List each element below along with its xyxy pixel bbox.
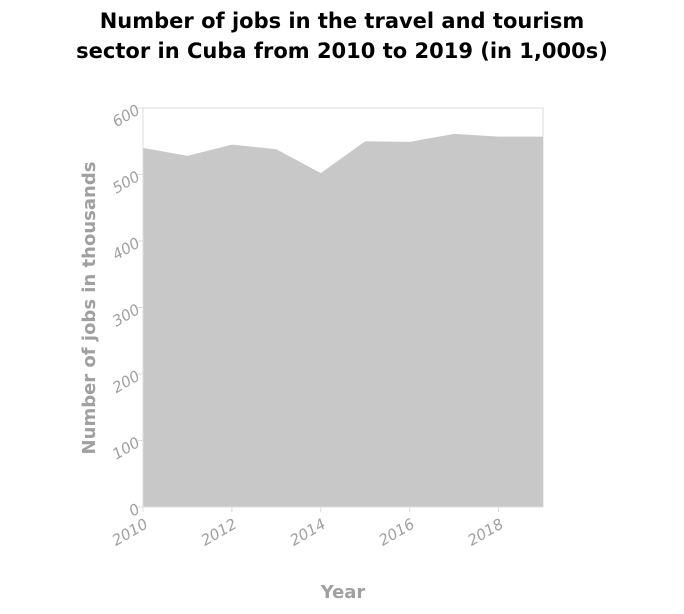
x-tick-label-2016: 2016 (376, 515, 418, 550)
y-tick-label-200: 200 (109, 367, 143, 397)
x-axis-title: Year (320, 582, 366, 603)
x-tick-label-2010: 2010 (109, 515, 151, 550)
x-tick-label-2012: 2012 (198, 515, 240, 550)
plot-area (142, 107, 544, 508)
y-tick-label-600: 600 (109, 101, 143, 131)
y-axis-title: Number of jobs in thousands (79, 162, 100, 455)
x-axis-ticks: 2010 2012 2014 2016 2018 (109, 507, 507, 550)
chart-title-line-1: Number of jobs in the travel and tourism (99, 9, 585, 33)
y-tick-label-300: 300 (109, 300, 143, 330)
y-tick-label-400: 400 (109, 234, 143, 264)
x-tick-label-2014: 2014 (287, 515, 329, 550)
y-tick-label-500: 500 (109, 167, 143, 197)
x-tick-label-2018: 2018 (464, 515, 506, 550)
series-area (143, 133, 543, 507)
chart-title: Number of jobs in the travel and tourism… (0, 6, 684, 66)
y-tick-label-100: 100 (109, 433, 143, 463)
chart-title-line-2: sector in Cuba from 2010 to 2019 (in 1,0… (76, 39, 608, 63)
